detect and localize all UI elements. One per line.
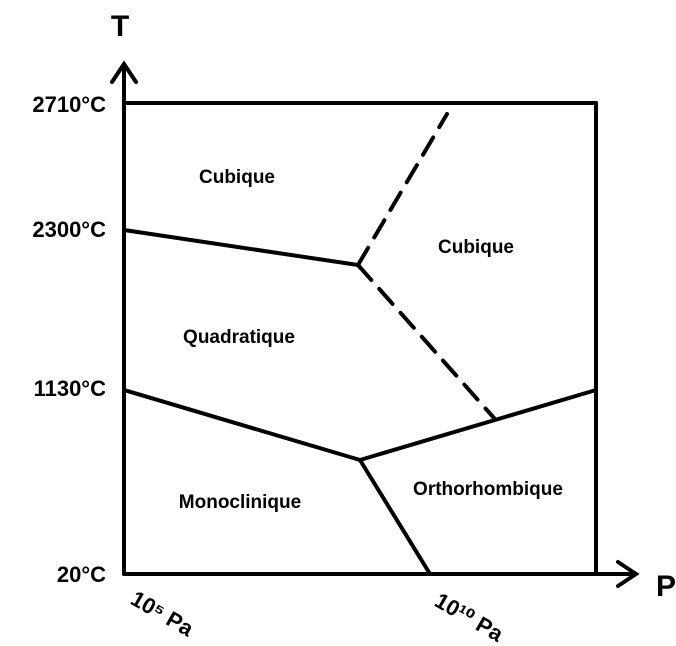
phase-boundaries xyxy=(122,112,598,576)
p-arrow xyxy=(616,560,640,588)
p-tick: 10¹⁰ Pa xyxy=(431,588,509,646)
t-tick: 20°C xyxy=(57,562,106,587)
region-label: Monoclinique xyxy=(179,492,301,513)
region-label: Cubique xyxy=(438,237,514,258)
boundary-dashed xyxy=(356,112,449,267)
boundary-dashed xyxy=(356,263,496,420)
region-label: Orthorhombique xyxy=(413,479,563,500)
t-tick: 2300°C xyxy=(32,217,106,242)
t-label: T xyxy=(111,10,129,43)
p-tick: 10⁵ Pa xyxy=(127,586,199,642)
boundary xyxy=(122,388,362,462)
boundary xyxy=(358,458,432,576)
region-label: Quadratique xyxy=(183,327,295,348)
region-label: Cubique xyxy=(199,167,275,188)
boundary xyxy=(122,228,360,267)
p-label: P xyxy=(656,570,676,603)
boundary xyxy=(358,388,598,462)
t-tick: 2710°C xyxy=(32,92,106,117)
t-arrow xyxy=(110,60,138,84)
frame xyxy=(110,60,640,588)
t-tick: 1130°C xyxy=(34,376,107,401)
